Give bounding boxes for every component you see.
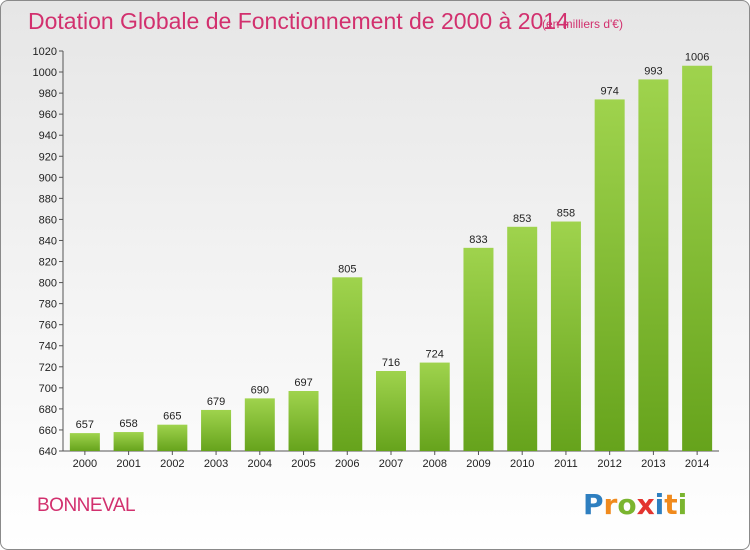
bar <box>682 65 713 451</box>
x-tick-label: 2014 <box>685 458 709 470</box>
logo-letter: i <box>677 488 688 521</box>
y-tick-label: 760 <box>39 320 57 332</box>
logo-letter: i <box>654 488 665 521</box>
data-label: 679 <box>207 396 225 408</box>
x-tick-label: 2001 <box>116 458 140 470</box>
data-label: 1006 <box>685 52 709 64</box>
data-label: 833 <box>469 234 487 246</box>
bar <box>69 433 100 451</box>
x-tick-label: 2012 <box>597 458 621 470</box>
y-tick-label: 660 <box>39 425 57 437</box>
data-label: 853 <box>513 213 531 225</box>
x-tick-label: 2003 <box>204 458 228 470</box>
logo-letter: o <box>617 488 637 521</box>
chart-title: Dotation Globale de Fonctionnement de 20… <box>28 8 569 34</box>
bar <box>507 226 538 451</box>
x-tick-label: 2008 <box>422 458 446 470</box>
bar <box>376 371 406 451</box>
bar <box>244 398 275 451</box>
y-tick-label: 880 <box>39 193 57 205</box>
data-label: 697 <box>294 377 312 389</box>
bar <box>419 362 450 451</box>
y-tick-label: 840 <box>39 235 57 247</box>
bar <box>638 79 669 451</box>
x-tick-label: 2011 <box>554 458 578 470</box>
bar <box>113 432 144 451</box>
x-tick-label: 2009 <box>466 458 490 470</box>
x-tick-label: 2005 <box>291 458 315 470</box>
bar <box>550 221 581 451</box>
data-label: 716 <box>382 357 400 369</box>
proxiti-logo: Proxiti <box>583 488 687 521</box>
y-tick-label: 700 <box>39 383 57 395</box>
logo-letter: P <box>583 488 604 521</box>
y-tick-label: 800 <box>39 278 57 290</box>
data-label: 658 <box>119 418 137 430</box>
x-tick-label: 2010 <box>510 458 534 470</box>
y-tick-label: 640 <box>39 446 57 458</box>
logo-letter: r <box>603 488 618 521</box>
x-tick-label: 2006 <box>335 458 359 470</box>
y-tick-label: 720 <box>39 362 57 374</box>
y-tick-label: 920 <box>39 151 57 163</box>
x-tick-label: 2000 <box>73 458 97 470</box>
x-tick-label: 2013 <box>641 458 665 470</box>
chart-subtitle: (en milliers d'€) <box>542 17 623 31</box>
logo-letter: t <box>664 488 678 521</box>
y-tick-label: 860 <box>39 214 57 226</box>
bar <box>332 277 363 451</box>
y-tick-label: 740 <box>39 341 57 353</box>
data-label: 690 <box>251 384 269 396</box>
y-tick-label: 680 <box>39 404 57 416</box>
y-tick-label: 960 <box>39 109 57 121</box>
bar <box>288 391 319 451</box>
bar <box>157 424 188 451</box>
x-tick-label: 2004 <box>248 458 272 470</box>
logo-letter: x <box>636 488 655 521</box>
commune-name: BONNEVAL <box>37 495 136 516</box>
y-tick-label: 1000 <box>33 67 57 79</box>
y-tick-label: 980 <box>39 88 57 100</box>
x-tick-label: 2002 <box>160 458 184 470</box>
data-label: 858 <box>557 208 575 220</box>
y-tick-label: 940 <box>39 130 57 142</box>
data-label: 974 <box>600 85 618 97</box>
y-tick-label: 820 <box>39 257 57 269</box>
data-label: 805 <box>338 263 356 275</box>
bar <box>594 99 625 451</box>
bar <box>463 247 494 451</box>
bar <box>201 409 232 451</box>
data-label: 665 <box>163 411 181 423</box>
y-tick-label: 900 <box>39 172 57 184</box>
data-label: 724 <box>426 349 444 361</box>
y-tick-label: 780 <box>39 299 57 311</box>
y-tick-label: 1020 <box>33 46 57 58</box>
x-tick-label: 2007 <box>379 458 403 470</box>
data-label: 657 <box>76 419 94 431</box>
data-label: 993 <box>644 65 662 77</box>
